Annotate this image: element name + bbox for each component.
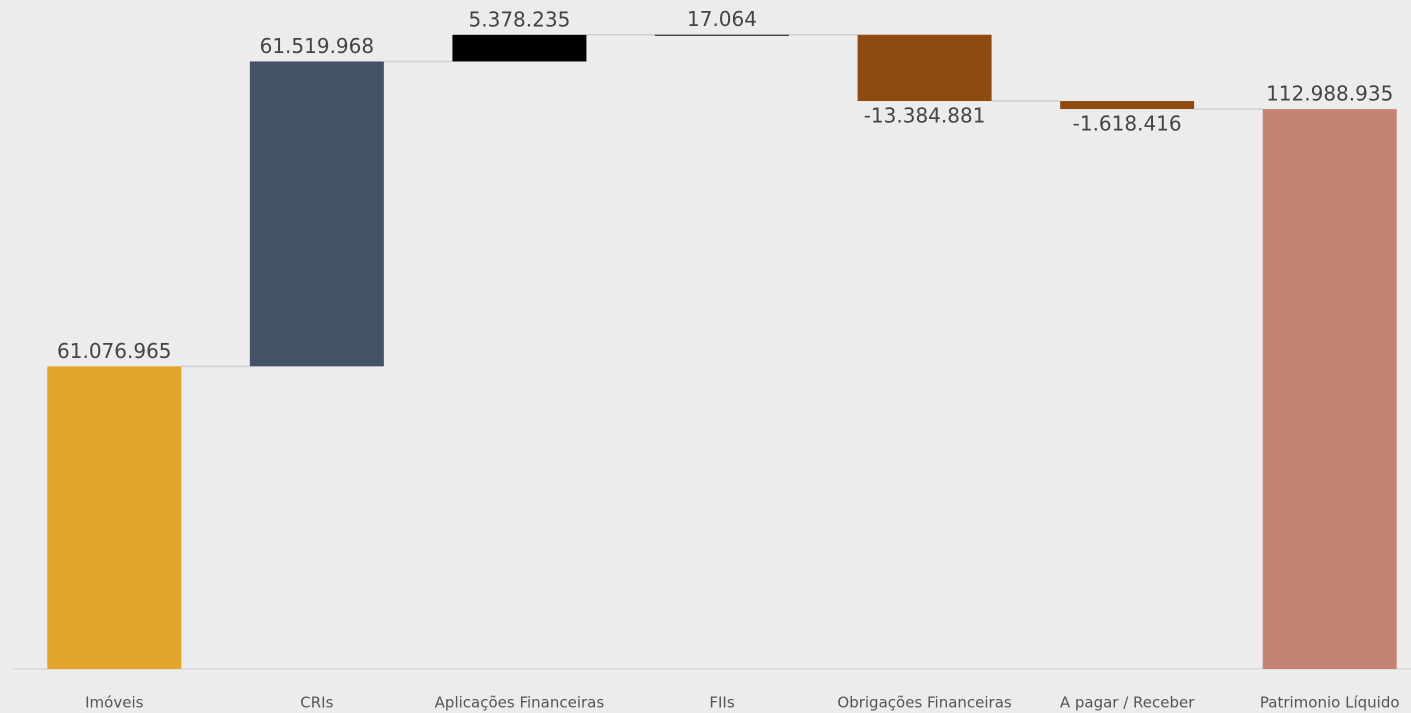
bar [1262, 109, 1397, 670]
value-label: 17.064 [687, 7, 757, 31]
bar [857, 34, 992, 102]
bar [47, 366, 182, 669]
x-tick-label: FIIs [709, 694, 734, 712]
x-tick-label: Patrimonio Líquido [1260, 694, 1400, 712]
value-label: 61.519.968 [260, 34, 375, 58]
x-tick-label: Aplicações Financeiras [435, 694, 605, 712]
value-label: -13.384.881 [864, 104, 986, 128]
bar [655, 34, 789, 36]
x-tick-label: Imóveis [85, 694, 143, 712]
value-label: 112.988.935 [1266, 82, 1393, 106]
x-tick-label: CRIs [300, 694, 333, 712]
value-label: 61.076.965 [57, 339, 172, 363]
bar [249, 61, 384, 367]
value-label: 5.378.235 [469, 7, 571, 31]
bar [452, 34, 587, 62]
bar [1060, 101, 1195, 110]
x-tick-label: Obrigações Financeiras [837, 694, 1012, 712]
value-label: -1.618.416 [1073, 112, 1182, 136]
x-tick-label: A pagar / Receber [1060, 694, 1195, 712]
